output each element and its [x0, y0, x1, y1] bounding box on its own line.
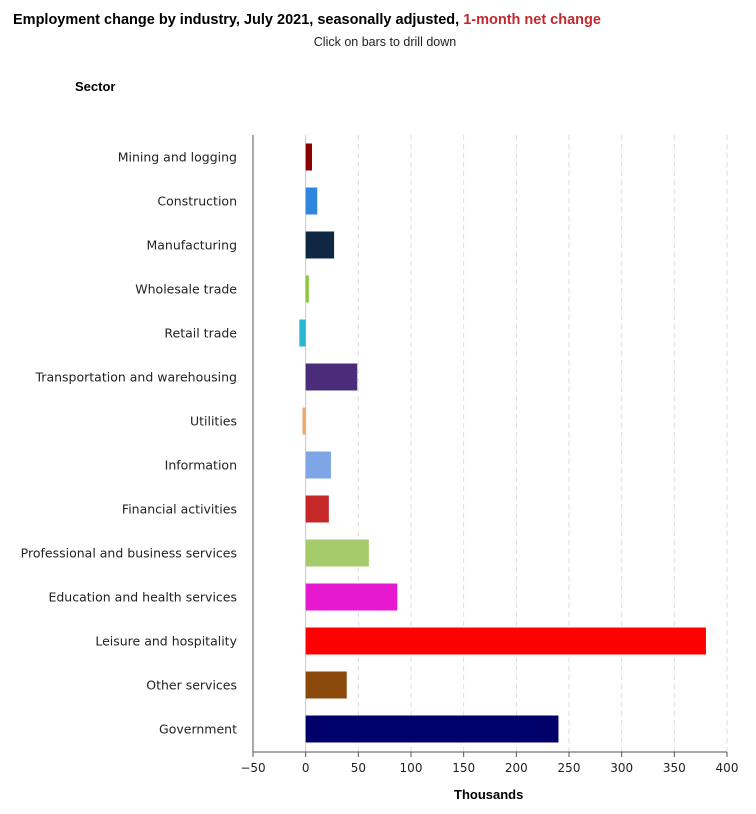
bar[interactable]: [305, 627, 706, 655]
y-axis-label: Sector: [75, 79, 116, 94]
x-tick-label: 50: [351, 761, 366, 775]
x-tick-label: 250: [558, 761, 581, 775]
category-label: Other services: [146, 678, 237, 693]
category-label: Education and health services: [48, 590, 237, 605]
chart-title-highlight: 1-month net change: [463, 12, 601, 28]
category-label: Utilities: [190, 414, 237, 429]
bar[interactable]: [305, 495, 329, 523]
category-label: Financial activities: [122, 502, 237, 517]
category-label: Mining and logging: [118, 150, 237, 165]
bar[interactable]: [305, 583, 398, 611]
bar[interactable]: [305, 231, 335, 259]
bar[interactable]: [305, 143, 312, 171]
bar[interactable]: [305, 275, 309, 303]
category-label: Government: [159, 722, 237, 737]
x-tick-label: 300: [610, 761, 633, 775]
chart-title: Employment change by industry, July 2021…: [0, 12, 756, 28]
bar[interactable]: [305, 187, 318, 215]
category-label: Leisure and hospitality: [95, 634, 237, 649]
x-tick-label: 150: [452, 761, 475, 775]
category-label: Construction: [157, 194, 237, 209]
bar[interactable]: [305, 671, 347, 699]
x-axis-label: Thousands: [454, 787, 524, 802]
category-label: Transportation and warehousing: [35, 370, 238, 385]
bar[interactable]: [305, 715, 559, 743]
category-label: Retail trade: [164, 326, 237, 341]
bar[interactable]: [302, 407, 306, 435]
bar[interactable]: [305, 363, 358, 391]
category-label: Professional and business services: [21, 546, 237, 561]
category-label: Information: [165, 458, 237, 473]
category-label: Manufacturing: [146, 238, 237, 253]
category-label: Wholesale trade: [135, 282, 237, 297]
x-tick-label: 200: [505, 761, 528, 775]
chart-title-main: Employment change by industry, July 2021…: [13, 12, 464, 28]
x-tick-label: 400: [716, 761, 739, 775]
x-tick-label: 100: [400, 761, 423, 775]
x-tick-label: 350: [663, 761, 686, 775]
x-tick-label: 0: [302, 761, 310, 775]
x-tick-label: −50: [240, 761, 265, 775]
bar[interactable]: [299, 319, 306, 347]
chart-subtitle: Click on bars to drill down: [313, 35, 457, 49]
bar[interactable]: [305, 451, 331, 479]
bar[interactable]: [305, 539, 369, 567]
